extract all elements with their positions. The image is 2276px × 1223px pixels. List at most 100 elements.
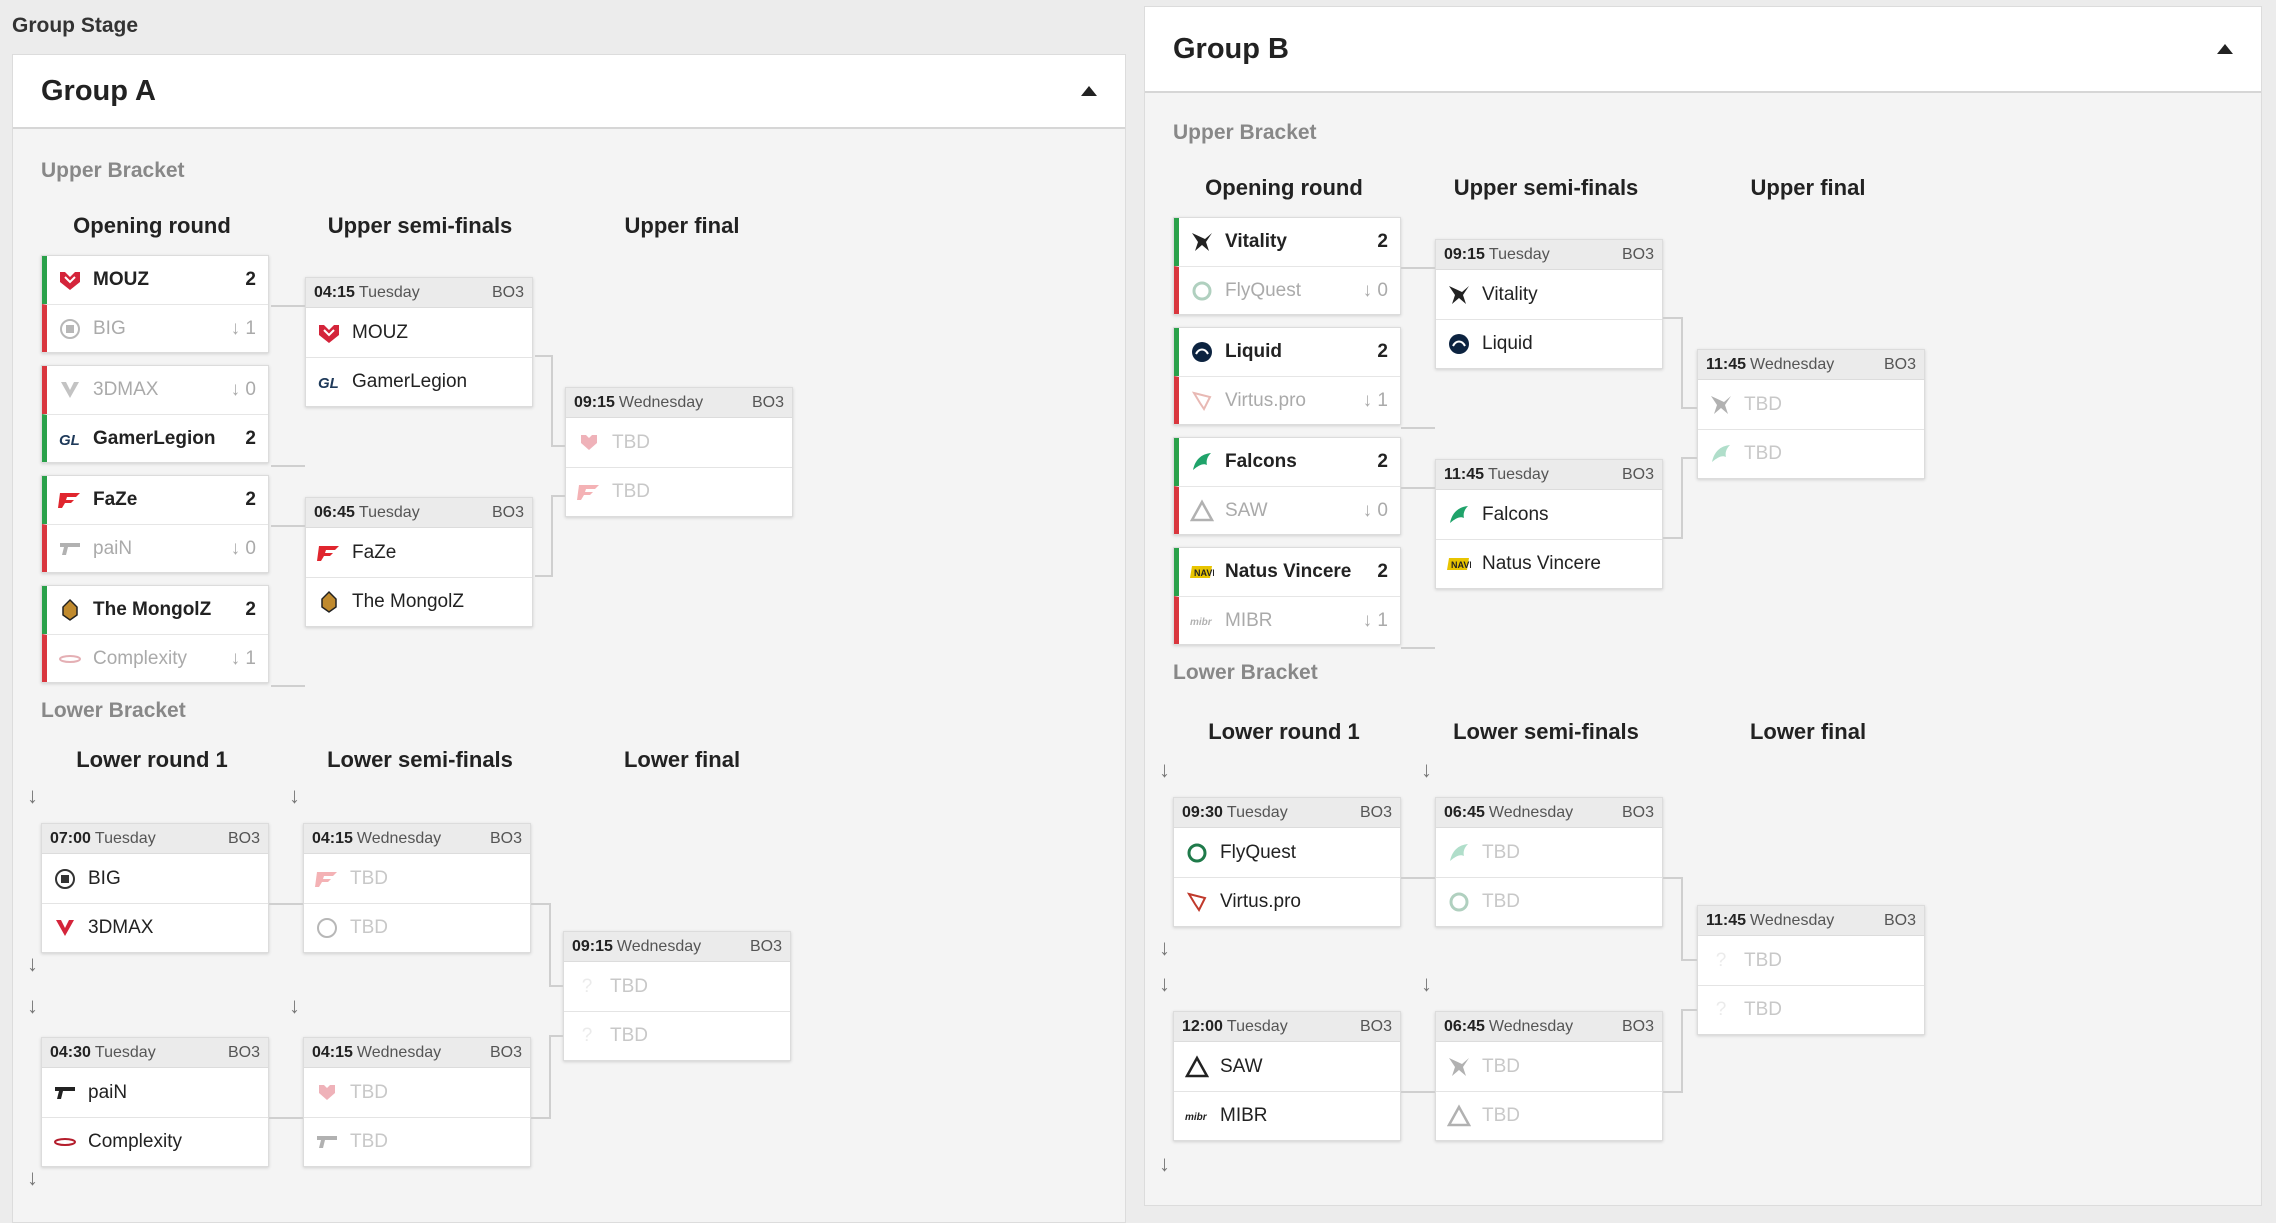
match-card[interactable]: 04:15 Wednesday BO3 TBD TBD (303, 823, 531, 953)
collapse-caret-icon[interactable] (1081, 86, 1097, 96)
team-row: TBD (304, 1068, 530, 1117)
team-row: FlyQuest (1174, 828, 1400, 877)
loser-row: FlyQuest ↓ 0 (1174, 266, 1400, 314)
tbd-icon (314, 1129, 340, 1155)
team-row: Complexity (42, 1117, 268, 1166)
question-icon: ? (581, 975, 593, 997)
upper-bracket-label: Upper Bracket (41, 159, 185, 182)
team-row: TBD (566, 418, 792, 467)
navi-icon: NAVI (1189, 559, 1215, 585)
pain-icon (52, 1080, 78, 1106)
col-lower-semis: Lower semi-finals (327, 747, 513, 772)
team-row: MOUZ (306, 308, 532, 357)
group-b-header[interactable]: Group B (1145, 7, 2261, 93)
arrow-down-icon: ↓ (1159, 971, 1170, 996)
match-card[interactable]: 09:15 Tuesday BO3 Vitality Liquid (1435, 239, 1663, 369)
result-card[interactable]: Liquid 2 Virtus.pro ↓ 1 (1173, 327, 1401, 425)
match-card[interactable]: 04:15 Wednesday BO3 TBD TBD (303, 1037, 531, 1167)
match-card[interactable]: 06:45 Wednesday BO3 TBD TBD (1435, 1011, 1663, 1141)
winner-row: The MongolZ 2 (42, 586, 268, 634)
team-row: 3DMAX (42, 903, 268, 952)
team-row: NAVI Natus Vincere (1436, 539, 1662, 588)
collapse-caret-icon[interactable] (2217, 44, 2233, 54)
team-row: SAW (1174, 1042, 1400, 1091)
question-icon: ? (1715, 999, 1727, 1020)
team-row: GL GamerLegion (306, 357, 532, 406)
team-row: Falcons (1436, 490, 1662, 539)
result-card[interactable]: MOUZ 2 BIG ↓ 1 (41, 255, 269, 353)
group-b-panel: Group B Upper Bracket Opening round Uppe… (1144, 6, 2262, 1206)
svg-text:NAVI: NAVI (1194, 568, 1214, 578)
mongolz-icon (57, 597, 83, 623)
team-row: TBD (1436, 1091, 1662, 1140)
match-card[interactable]: 11:45 Wednesday BO3 TBD TBD (1697, 349, 1925, 479)
match-card[interactable]: 06:45 Tuesday BO3 FaZe The MongolZ (305, 497, 533, 627)
result-card[interactable]: Falcons 2 SAW ↓ 0 (1173, 437, 1401, 535)
group-b-title: Group B (1173, 32, 1289, 65)
match-card[interactable]: 09:15 Wednesday BO3 TBD TBD (565, 387, 793, 517)
match-card[interactable]: 07:00 Tuesday BO3 BIG 3DMAX (41, 823, 269, 953)
match-card[interactable]: 04:15 Tuesday BO3 MOUZ GL GamerLegion (305, 277, 533, 407)
svg-text:mibr: mibr (1185, 1112, 1208, 1123)
group-a-header[interactable]: Group A (13, 55, 1125, 129)
flyquest-icon (1184, 840, 1210, 866)
result-card[interactable]: 3DMAX ↓ 0 GL GamerLegion 2 (41, 365, 269, 463)
tbd-icon (1446, 1054, 1472, 1080)
mibr-icon: mibr (1184, 1103, 1210, 1129)
complexity-icon (52, 1129, 78, 1155)
team-row: TBD (566, 467, 792, 516)
match-card[interactable]: 06:45 Wednesday BO3 TBD TBD (1435, 797, 1663, 927)
team-row: FaZe (306, 528, 532, 577)
team-row: Vitality (1436, 270, 1662, 319)
winner-row: Liquid 2 (1174, 328, 1400, 376)
match-card[interactable]: 09:15 Wednesday BO3 ? TBD ? TBD (563, 931, 791, 1061)
complexity-icon (57, 646, 83, 672)
team-row: Liquid (1436, 319, 1662, 368)
winner-row: GL GamerLegion 2 (42, 414, 268, 462)
tbd-icon (576, 430, 602, 456)
stage-title: Group Stage (12, 14, 139, 37)
group-a-title: Group A (41, 74, 156, 107)
loser-row: BIG ↓ 1 (42, 304, 268, 352)
match-card[interactable]: 04:30 Tuesday BO3 paiN Complexity (41, 1037, 269, 1167)
group-a-panel: Group A Upper Bracket Opening round Uppe… (12, 54, 1126, 1223)
col-upper-final: Upper final (1750, 175, 1866, 200)
col-upper-semis: Upper semi-finals (1453, 175, 1639, 200)
col-upper-final: Upper final (624, 213, 740, 238)
team-row: TBD (1436, 877, 1662, 926)
arrow-down-icon: ↓ (1421, 971, 1432, 996)
result-card[interactable]: The MongolZ 2 Complexity ↓ 1 (41, 585, 269, 683)
col-lower-r1: Lower round 1 (76, 747, 228, 772)
col-upper-semis: Upper semi-finals (327, 213, 513, 238)
question-icon: ? (1715, 949, 1727, 971)
match-card[interactable]: 12:00 Tuesday BO3 SAW mibr MIBR (1173, 1011, 1401, 1141)
tbd-icon (1708, 392, 1734, 418)
virtuspro-icon (1184, 889, 1210, 915)
vitality-icon (1446, 282, 1472, 308)
tbd-icon (314, 866, 340, 892)
tbd-icon (1446, 889, 1472, 915)
big-icon (57, 316, 83, 342)
match-card[interactable]: 11:45 Tuesday BO3 Falcons NAVI Natus Vincer… (1435, 459, 1663, 589)
gamerlegion-icon: GL (316, 369, 342, 395)
result-card[interactable]: Vitality 2 FlyQuest ↓ 0 (1173, 217, 1401, 315)
tbd-icon (1708, 441, 1734, 467)
result-card[interactable]: NAVI Natus Vincere 2 mibr MIBR ↓ 1 (1173, 547, 1401, 645)
result-card[interactable]: FaZe 2 paiN ↓ 0 (41, 475, 269, 573)
tbd-icon (576, 479, 602, 505)
arrow-down-icon: ↓ (1159, 757, 1170, 782)
winner-row: Falcons 2 (1174, 438, 1400, 486)
winner-row: NAVI Natus Vincere 2 (1174, 548, 1400, 596)
team-row: ? TBD (564, 962, 790, 1011)
match-card[interactable]: 11:45 Wednesday BO3 ? TBD ? TBD (1697, 905, 1925, 1035)
col-opening-round: Opening round (1205, 175, 1363, 200)
gamerlegion-icon: GL (57, 426, 83, 452)
team-row: TBD (1698, 380, 1924, 429)
team-row: TBD (1698, 429, 1924, 478)
flyquest-icon (1189, 278, 1215, 304)
svg-text:mibr: mibr (1190, 617, 1213, 628)
vitality-icon (1189, 229, 1215, 255)
match-card[interactable]: 09:30 Tuesday BO3 FlyQuest Virtus.pro (1173, 797, 1401, 927)
tbd-icon (1446, 1103, 1472, 1129)
arrow-down-icon: ↓ (27, 993, 38, 1018)
